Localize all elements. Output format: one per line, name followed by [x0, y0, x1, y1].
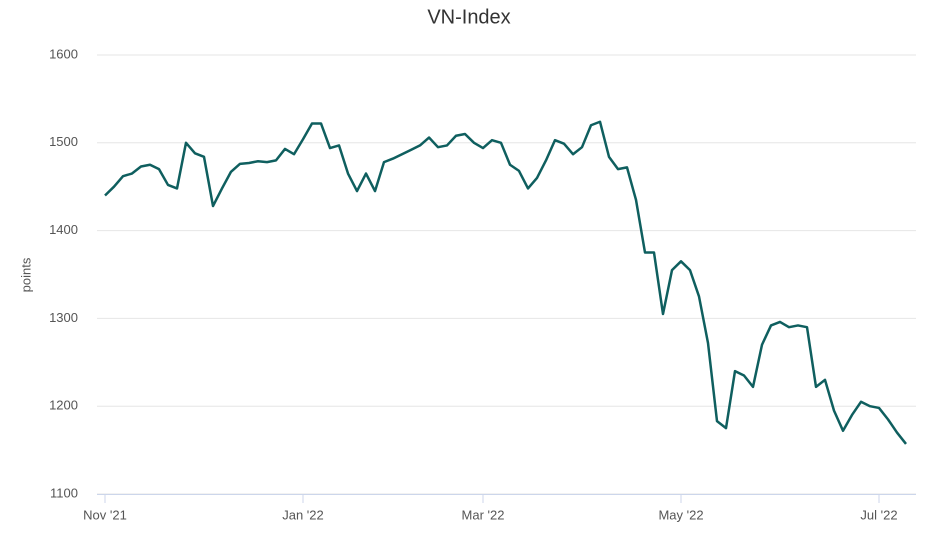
x-tick-label: Jul '22 — [860, 507, 897, 522]
y-tick-label: 1500 — [49, 134, 78, 149]
x-tick-label: Jan '22 — [282, 507, 324, 522]
x-tick-label: May '22 — [658, 507, 703, 522]
x-tick-label: Mar '22 — [462, 507, 505, 522]
chart-title: VN-Index — [427, 6, 510, 28]
y-tick-label: 1300 — [49, 310, 78, 325]
data-line — [104, 120, 907, 445]
y-tick-label: 1400 — [49, 222, 78, 237]
y-tick-label: 1600 — [49, 46, 78, 61]
y-tick-label: 1200 — [49, 398, 78, 413]
y-tick-label: 1100 — [50, 485, 78, 500]
y-axis-label: points — [18, 257, 33, 292]
x-tick-label: Nov '21 — [83, 507, 127, 522]
